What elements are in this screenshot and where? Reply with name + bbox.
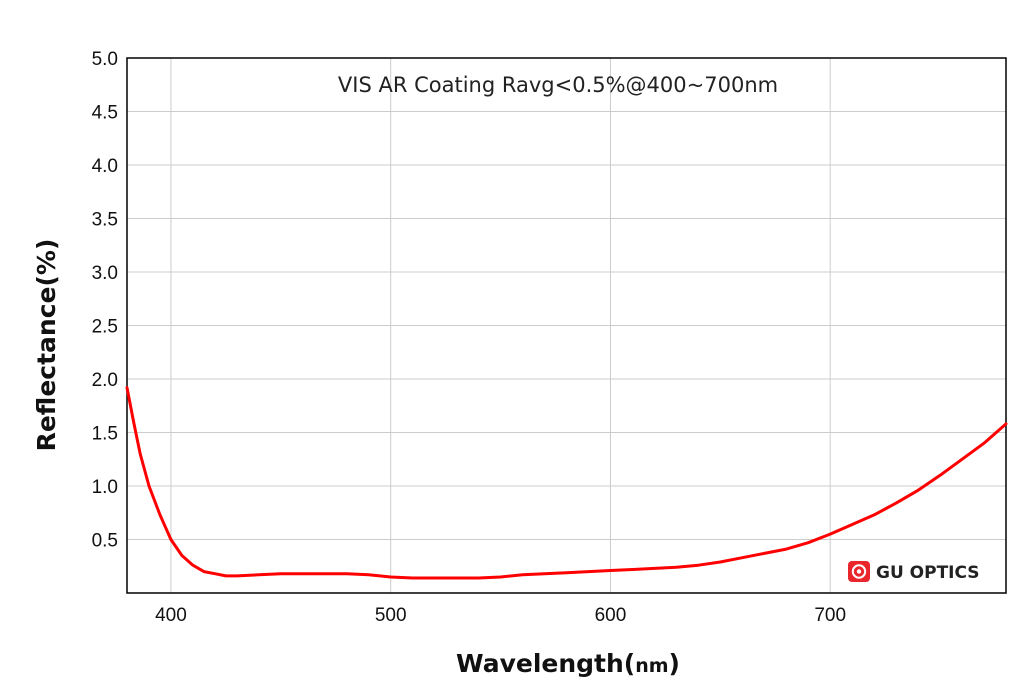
y-tick-label: 0.5	[92, 531, 118, 552]
y-tick-label: 5.0	[92, 49, 118, 70]
x-axis-title-unit: nm	[635, 655, 668, 677]
plot-frame	[126, 57, 1007, 594]
gu-optics-logo-icon	[848, 561, 870, 582]
y-tick-label: 2.0	[92, 370, 118, 391]
x-tick-label: 600	[595, 605, 627, 626]
x-tick-label: 400	[155, 605, 187, 626]
x-tick-label: 500	[375, 605, 407, 626]
y-tick-label: 2.5	[92, 317, 118, 338]
y-tick-label: 4.5	[92, 103, 118, 124]
y-tick-label: 3.0	[92, 263, 118, 284]
series-layer	[125, 386, 1008, 580]
y-tick-label: 4.0	[92, 156, 118, 177]
chart-title: VIS AR Coating Ravg<0.5%@400~700nm	[338, 73, 778, 97]
grid	[127, 58, 1006, 593]
y-tick-labels: 0.5 1.0 1.5 2.0 2.5 3.0 3.5 4.0 4.5 5.0	[92, 49, 118, 552]
brand-name: GU OPTICS	[876, 563, 980, 583]
y-tick-label: 1.5	[92, 424, 118, 445]
x-tick-labels: 400 500 600 700	[155, 605, 846, 626]
y-tick-label: 1.0	[92, 477, 118, 498]
x-tick-label: 700	[814, 605, 846, 626]
y-axis-title: Reflectance(%)	[32, 239, 61, 452]
x-axis-title-close: )	[669, 649, 680, 678]
x-axis-title-main: Wavelength(	[456, 649, 635, 678]
brand-logo: GU OPTICS	[848, 561, 980, 583]
series-line	[125, 386, 1008, 580]
x-axis-title: Wavelength(nm)	[456, 649, 680, 678]
y-tick-label: 3.5	[92, 210, 118, 231]
